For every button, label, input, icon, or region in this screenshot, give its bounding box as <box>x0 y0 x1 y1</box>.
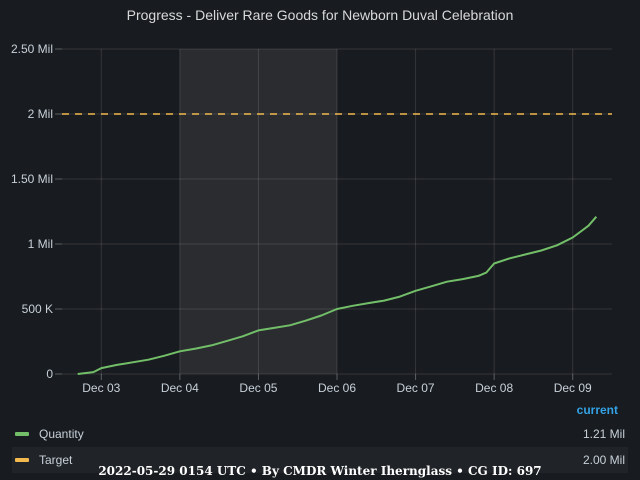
x-axis: Dec 03 Dec 04 Dec 05 Dec 06 Dec 07 Dec 08 Dec … <box>82 374 592 395</box>
legend-value: 1.21 Mil <box>582 427 625 441</box>
footer-credit: 2022-05-29 0154 UTC • By CMDR Winter Ihe… <box>98 464 542 478</box>
target-swatch <box>15 458 29 462</box>
legend-header-current[interactable]: current <box>576 403 618 417</box>
series-group <box>62 113 612 375</box>
legend-label: Quantity <box>39 427 84 441</box>
y-tick-label: 500 K <box>22 302 53 316</box>
legend-value: 2.00 Mil <box>582 453 625 467</box>
x-tick-label: Dec 05 <box>239 381 277 395</box>
x-tick-label: Dec 07 <box>397 381 435 395</box>
y-tick-label: 1.50 Mil <box>11 172 53 186</box>
x-tick-label: Dec 04 <box>161 381 199 395</box>
y-tick-label: 2.50 Mil <box>11 42 53 56</box>
x-tick-label: Dec 06 <box>318 381 356 395</box>
legend-item-quantity[interactable]: Quantity 1.21 Mil <box>12 421 628 447</box>
y-axis: 0 500 K 1 Mil 1.50 Mil 2 Mil 2.50 Mil <box>11 42 62 381</box>
quantity-swatch <box>15 432 29 436</box>
series-line-quantity <box>77 216 598 375</box>
legend-item-target[interactable]: Target 2.00 Mil <box>12 447 628 473</box>
y-tick-label: 0 <box>46 367 53 381</box>
y-tick-label: 2 Mil <box>28 107 53 121</box>
grid <box>62 48 612 375</box>
legend-label: Target <box>39 453 73 467</box>
x-tick-label: Dec 08 <box>475 381 513 395</box>
x-tick-label: Dec 09 <box>554 381 592 395</box>
chart-title: Progress - Deliver Rare Goods for Newbor… <box>126 7 514 23</box>
y-tick-label: 1 Mil <box>28 237 53 251</box>
x-tick-label: Dec 03 <box>82 381 120 395</box>
